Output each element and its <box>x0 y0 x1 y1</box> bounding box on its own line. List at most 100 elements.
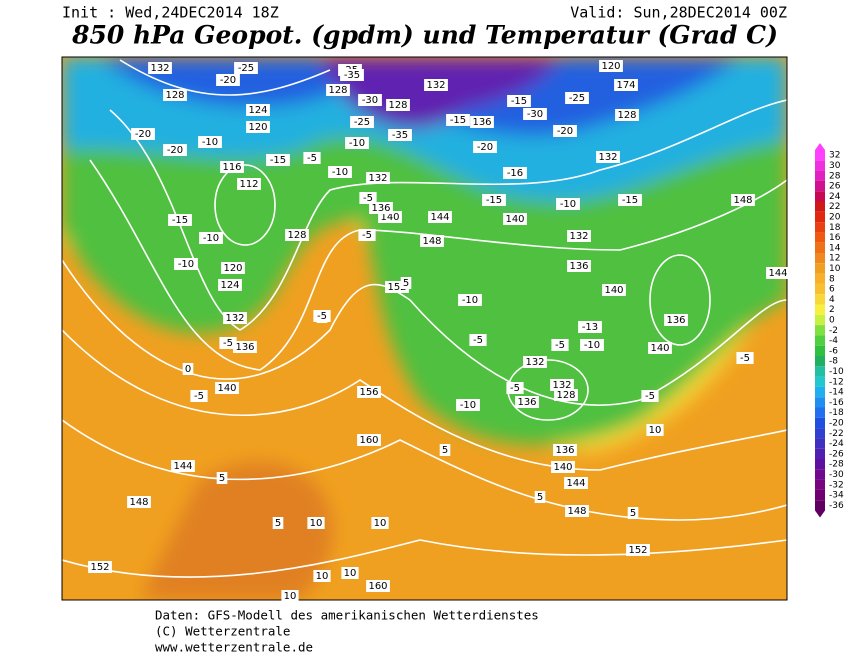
contour-label: -5 <box>307 153 317 164</box>
label-box <box>366 172 390 184</box>
colorbar-label: -16 <box>829 398 844 408</box>
contour-label: -20 <box>135 129 151 140</box>
label-box <box>223 312 247 324</box>
label-box <box>554 389 578 401</box>
contour-label: -10 <box>203 233 219 244</box>
label-box <box>127 496 151 508</box>
label-box <box>428 211 452 223</box>
colorbar-swatch <box>815 314 825 326</box>
label-box <box>439 444 451 456</box>
colorbar-swatch <box>815 160 825 171</box>
colorbar-swatch <box>815 335 825 346</box>
contour-label: 128 <box>388 100 407 111</box>
contour-label: -5 <box>740 353 750 364</box>
label-box <box>313 310 331 322</box>
contour-label: 140 <box>650 343 669 354</box>
label-box <box>246 121 270 133</box>
contour-label: -5 <box>510 383 520 394</box>
contour-label: -5 <box>645 391 655 402</box>
colorbar-swatch <box>815 150 825 161</box>
label-box <box>220 161 244 173</box>
colorbar-swatch <box>815 222 825 233</box>
contour-label: 136 <box>235 342 254 353</box>
label-box <box>473 141 497 153</box>
contour-label: 152 <box>387 282 406 293</box>
label-box <box>221 262 245 274</box>
label-box <box>420 235 444 247</box>
contour-label: 5 <box>630 508 636 519</box>
contour-label: 5 <box>537 492 543 503</box>
label-box <box>386 99 410 111</box>
colorbar-label: 16 <box>829 233 841 243</box>
label-box <box>190 390 208 402</box>
colorbar-label: -2 <box>829 326 838 336</box>
contour-label: 132 <box>569 231 588 242</box>
init-time: Init : Wed,24DEC2014 18Z <box>62 4 279 22</box>
contour-label: 10 <box>344 568 357 579</box>
valid-time: Valid: Sun,28DEC2014 00Z <box>570 4 787 22</box>
colorbar-swatch <box>815 417 825 429</box>
label-box <box>626 544 650 556</box>
contour-label: -15 <box>172 215 188 226</box>
contour-label: 140 <box>553 462 572 473</box>
label-box <box>567 260 591 272</box>
colorbar-label: 22 <box>829 202 840 212</box>
contour-label: -5 <box>223 338 233 349</box>
map-field <box>62 57 787 600</box>
contour-label: -10 <box>202 137 218 148</box>
label-box <box>602 284 626 296</box>
contour-label: 140 <box>217 383 236 394</box>
contour-label: 128 <box>556 390 575 401</box>
label-box <box>215 382 239 394</box>
contour-label: 5 <box>219 473 225 484</box>
label-box <box>446 114 470 126</box>
contour-label: 136 <box>569 261 588 272</box>
contour-label: -16 <box>507 168 523 179</box>
contour-label: 132 <box>368 173 387 184</box>
label-box <box>371 517 389 529</box>
colorbar-label: -24 <box>829 439 844 449</box>
label-box <box>515 396 539 408</box>
colorbar-label: -18 <box>829 408 844 418</box>
contour-label: 128 <box>617 110 636 121</box>
contour-label: 10 <box>649 425 662 436</box>
label-box <box>646 424 664 436</box>
contour-label: -15 <box>450 115 466 126</box>
label-box <box>358 94 382 106</box>
map-title: 850 hPa Geopot. (gpdm) und Temperatur (G… <box>71 21 778 50</box>
colorbar-swatch <box>815 325 825 336</box>
contour-label: -5 <box>317 311 327 322</box>
label-box <box>359 192 377 204</box>
label-box <box>596 151 620 163</box>
contour-label: -15 <box>486 195 502 206</box>
label-box <box>482 194 506 206</box>
contour-label: -10 <box>178 259 194 270</box>
label-box <box>534 491 546 503</box>
colorbar-label: -20 <box>829 418 844 428</box>
contour-label: 136 <box>555 445 574 456</box>
colorbar-swatch <box>815 438 825 449</box>
colorbar-swatch <box>815 356 825 367</box>
label-box <box>163 89 187 101</box>
contour-label: 136 <box>517 397 536 408</box>
contour-label: -10 <box>460 400 476 411</box>
contour-label: 120 <box>601 61 620 72</box>
label-box <box>550 379 574 391</box>
colorbar-label: -14 <box>829 388 844 398</box>
contour-label: 10 <box>316 571 329 582</box>
label-box <box>648 342 672 354</box>
label-box <box>237 178 261 190</box>
contour-label: -5 <box>473 335 483 346</box>
label-box <box>551 461 575 473</box>
contour-label: 140 <box>380 212 399 223</box>
contour-label: -15 <box>511 96 527 107</box>
label-box <box>340 69 364 81</box>
colorbar-label: 18 <box>829 223 841 233</box>
colorbar-swatch <box>815 304 825 315</box>
contour-label: 112 <box>239 179 258 190</box>
contour-label: 152 <box>90 562 109 573</box>
label-box <box>458 294 482 306</box>
colorbar-swatch <box>815 201 825 212</box>
contour-label: 10 <box>284 591 297 602</box>
colorbar-label: 4 <box>829 295 835 305</box>
